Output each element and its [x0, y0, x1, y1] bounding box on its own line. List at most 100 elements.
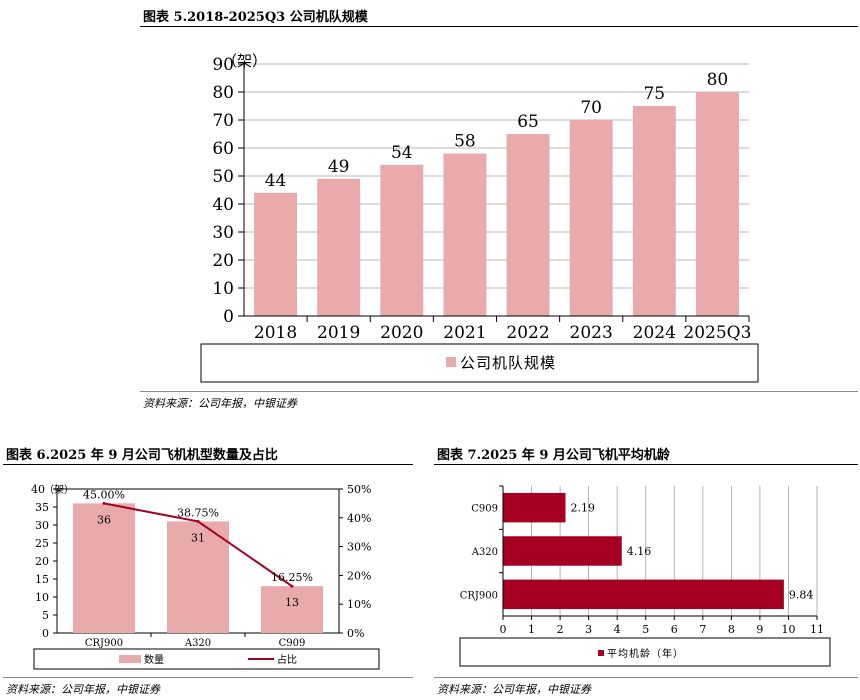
fig1-legend-swatch [446, 357, 456, 367]
fig3-x-tick-label: 3 [585, 623, 592, 636]
fig3-bars: 2.19 4.16 9.84 [503, 492, 814, 610]
fig3-data-label: 4.16 [627, 545, 652, 558]
fig3-x-tick-label: 6 [671, 623, 678, 636]
fig2-y-tick-label: 15 [35, 573, 49, 586]
fig1-data-label: 80 [707, 70, 729, 90]
fig3-x-tick-label: 9 [756, 623, 763, 636]
fig2-y-tick-label: 20 [35, 555, 49, 568]
fig3-x-tick-label: 2 [557, 623, 564, 636]
fig3-bar [503, 492, 566, 523]
fig2-legend-line-label: 占比 [277, 653, 297, 666]
fig1-bar [506, 134, 550, 316]
fig3-x-tick-label: 8 [728, 623, 735, 636]
fig1-data-label: 44 [265, 171, 287, 191]
fig2-x-tick-label: C909 [279, 638, 306, 649]
fig3-axes: 0 1 2 3 4 5 6 7 8 9 10 11 C909 A320 CRJ900 [460, 485, 824, 636]
fig2-y-tick-label: 5 [42, 609, 49, 622]
fig1-legend-label: 公司机队规模 [460, 354, 556, 372]
fig2-legend-box [33, 648, 380, 670]
fig1-y-tick-label: 0 [223, 307, 234, 327]
fig1-chart: 0 10 20 30 40 50 60 70 80 90 44 49 54 58 65 70 75 80 201… [200, 52, 759, 383]
fig2-line [102, 501, 294, 588]
fig1-y-axis: 0 10 20 30 40 50 60 70 80 90 [212, 55, 245, 327]
fig1-source-rule [140, 391, 858, 392]
fig2-source-rule [3, 677, 413, 678]
fig2-share-label: 45.00% [83, 488, 125, 501]
fig1-y-tick-label: 30 [212, 223, 234, 243]
fig3-x-tick-label: 5 [642, 623, 649, 636]
fig3-data-label: 9.84 [789, 588, 814, 601]
fig2-bar-value-label: 31 [191, 531, 205, 544]
fig2-y2-tick-label: 0% [347, 627, 364, 640]
fig2-y2-tick-label: 30% [347, 541, 371, 554]
fig3-title: 图表 7.2025 年 9 月公司飞机平均机龄 [437, 448, 670, 463]
fig2-y-tick-label: 10 [35, 591, 49, 604]
fig2-y-tick-label: 25 [35, 537, 49, 550]
fig3-title-rule [434, 464, 858, 465]
fig1-x-axis: 2018 2019 2020 2021 2022 2023 2024 2025Q3 [244, 315, 751, 343]
fig3-source: 资料来源：公司年报，中银证券 [437, 683, 591, 696]
fig1-bar [695, 92, 739, 316]
fig1-title-rule [140, 26, 858, 27]
fig2-source: 资料来源：公司年报，中银证券 [6, 683, 160, 696]
fig3-legend-swatch [598, 650, 604, 656]
fig1-bar [632, 106, 676, 316]
fig2-bar [72, 503, 136, 633]
fig1-data-label: 75 [643, 84, 665, 104]
fig2-y2-tick-label: 10% [347, 598, 371, 611]
fig2-y2-tick-label: 40% [347, 512, 371, 525]
fig1-y-tick-label: 40 [212, 195, 234, 215]
fig3-y-tick-label: CRJ900 [460, 590, 498, 601]
fig1-y-axis-label: （架） [222, 52, 267, 70]
fig3-data-label: 2.19 [571, 502, 596, 515]
fig1-y-tick-label: 10 [212, 279, 234, 299]
fig1-x-tick-label: 2023 [570, 323, 613, 343]
fig1-bar [569, 120, 613, 316]
fig2-x-tick-label: A320 [184, 638, 211, 649]
fig2-data-labels: 36 31 13 45.00% 38.75% 16.25% [83, 488, 313, 609]
fig1-bar [380, 164, 424, 316]
fig1-bar [254, 192, 298, 316]
fig3-y-tick-label: C909 [471, 504, 498, 515]
fig1-x-tick-label: 2022 [506, 323, 549, 343]
fig1-y-tick-label: 20 [212, 251, 234, 271]
fig2-y-tick-label: 35 [35, 501, 49, 514]
fig1-bar [443, 153, 487, 316]
fig3-chart: 2.19 4.16 9.84 0 1 2 3 4 5 6 7 8 9 10 11 C909 A320 CRJ90… [459, 485, 831, 667]
fig2-y-tick-label: 0 [42, 627, 49, 640]
fig3-x-tick-label: 7 [699, 623, 706, 636]
fig2-legend-bar-swatch [119, 655, 141, 663]
fig2-legend-bar-label: 数量 [144, 653, 164, 666]
fig2-bar-value-label: 36 [97, 513, 111, 526]
fig1-data-label: 58 [454, 132, 476, 152]
fig1-x-tick-label: 2021 [443, 323, 486, 343]
fig3-bar [503, 579, 784, 610]
fig1-x-tick-label: 2019 [317, 323, 360, 343]
fig2-share-label: 16.25% [271, 571, 313, 584]
fig1-y-tick-label: 70 [212, 111, 234, 131]
fig2-y2-tick-label: 20% [347, 569, 371, 582]
fig2-axes: 0 5 10 15 20 25 30 35 40 0% 10% 20% 30% 40% 50% CRJ900 A… [31, 483, 371, 649]
fig1-x-tick-label: 2018 [254, 323, 297, 343]
fig1-title: 图表 5.2018-2025Q3 公司机队规模 [143, 10, 368, 25]
fig3-legend-box [459, 637, 831, 667]
fig2-y-axis-label: （架） [44, 484, 74, 496]
fig3-y-tick-label: A320 [471, 547, 498, 558]
fig3-x-tick-label: 4 [614, 623, 621, 636]
fig2-y-tick-label: 40 [31, 483, 45, 496]
fig1-x-tick-label: 2025Q3 [683, 323, 751, 343]
fig3-source-rule [434, 677, 858, 678]
fig1-legend-box [200, 343, 759, 383]
fig3-legend-label: 平均机龄（年） [607, 647, 684, 660]
fig2-y-tick-label: 30 [35, 519, 49, 532]
fig2-share-point [102, 501, 106, 505]
fig3-bar [503, 536, 622, 566]
fig1-y-tick-label: 50 [212, 167, 234, 187]
fig1-data-label: 49 [328, 157, 350, 177]
fig2-share-label: 38.75% [177, 506, 219, 519]
fig2-y2-tick-label: 50% [347, 483, 371, 496]
fig1-data-label: 70 [580, 98, 602, 118]
fig2-x-tick-label: CRJ900 [85, 638, 123, 649]
fig3-x-tick-label: 10 [781, 623, 795, 636]
fig1-bar [317, 178, 361, 316]
